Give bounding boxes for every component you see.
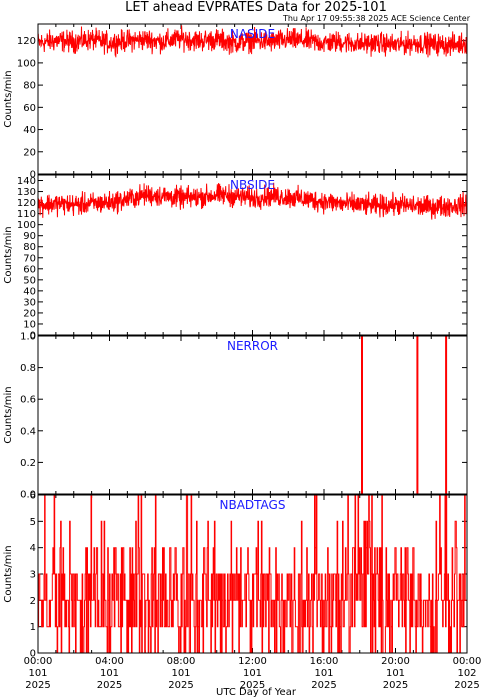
y-tick-label: 5 — [30, 517, 36, 528]
x-tick-label: 102 — [457, 668, 476, 679]
y-tick-label: 2 — [30, 596, 36, 607]
x-tick-label: 2025 — [168, 680, 193, 691]
timestamp-stamp: Thu Apr 17 09:55:38 2025 ACE Science Cen… — [282, 14, 471, 23]
panel-frame — [37, 494, 468, 654]
y-tick-label: 10 — [23, 319, 36, 330]
y-tick-label: 0 — [30, 649, 36, 660]
y-tick-label: 60 — [23, 264, 36, 275]
x-tick-label: 101 — [171, 668, 190, 679]
x-tick-label: 101 — [100, 668, 119, 679]
y-tick-label: 120 — [17, 36, 36, 47]
y-tick-label: 50 — [23, 275, 36, 286]
x-tick-label: 16:00 — [310, 656, 339, 667]
y-tick-label: 30 — [23, 297, 36, 308]
x-tick-label: 2025 — [240, 680, 265, 691]
y-tick-label: 80 — [23, 81, 36, 92]
y-tick-label: 110 — [17, 209, 36, 220]
panel-label: NASIDE — [230, 27, 275, 41]
panels-group: 020406080100120NASIDECounts/min010203040… — [3, 23, 468, 660]
chart-title: LET ahead EVPRATES Data for 2025-101 — [125, 0, 387, 15]
x-axis-group: 00:00101202504:00101202508:00101202512:0… — [24, 656, 482, 691]
x-tick-label: 00:00 — [24, 656, 53, 667]
panel-label: NBADTAGS — [220, 498, 286, 512]
y-tick-label: 6 — [30, 491, 36, 502]
panel-label: NBSIDE — [230, 178, 275, 192]
y-tick-label: 120 — [17, 198, 36, 209]
x-tick-label: 04:00 — [95, 656, 124, 667]
y-tick-label: 40 — [23, 125, 36, 136]
y-tick-label: 20 — [23, 147, 36, 158]
y-tick-label: 1 — [30, 622, 36, 633]
x-tick-label: 00:00 — [453, 656, 482, 667]
series-trace-nbside — [37, 182, 468, 220]
y-tick-label: 20 — [23, 308, 36, 319]
x-tick-label: 20:00 — [381, 656, 410, 667]
y-tick-label: 70 — [23, 253, 36, 264]
x-tick-label: 2025 — [25, 680, 50, 691]
y-tick-label: 100 — [17, 220, 36, 231]
y-tick-label: 80 — [23, 242, 36, 253]
y-axis-label: Counts/min — [3, 545, 14, 602]
y-axis-label: Counts/min — [3, 386, 14, 443]
y-tick-label: 0.8 — [20, 363, 36, 374]
panel-frame — [37, 335, 468, 495]
x-tick-label: 2025 — [383, 680, 408, 691]
y-tick-label: 40 — [23, 286, 36, 297]
y-axis-label: Counts/min — [3, 226, 14, 283]
series-trace-nerror — [38, 335, 467, 495]
x-axis-label: UTC Day of Year — [216, 687, 297, 698]
y-tick-label: 100 — [17, 58, 36, 69]
x-tick-label: 2025 — [311, 680, 336, 691]
x-tick-label: 2025 — [97, 680, 122, 691]
y-tick-label: 0 — [30, 331, 36, 342]
y-tick-label: 0 — [30, 170, 36, 181]
y-tick-label: 0.4 — [20, 426, 36, 437]
y-tick-label: 60 — [23, 103, 36, 114]
panel-nerror: 0.0 0.2 0.4 0.6 0.8 1.0 NERROR Counts/min — [3, 332, 468, 501]
x-tick-label: 101 — [314, 668, 333, 679]
y-tick-label: 90 — [23, 231, 36, 242]
panel-label: NERROR — [227, 339, 278, 353]
x-tick-label: 2025 — [454, 680, 479, 691]
x-tick-label: 101 — [28, 668, 47, 679]
y-tick-label: 0.0 — [20, 490, 36, 501]
x-tick-label: 12:00 — [238, 656, 267, 667]
panel-frame — [37, 174, 468, 336]
x-tick-label: 101 — [386, 668, 405, 679]
panel-nbadtags: 0 1 2 3 4 5 6 NBADTAGS Counts/min — [3, 491, 468, 660]
y-tick-label: 0.6 — [20, 395, 36, 406]
panel-frame — [37, 23, 468, 175]
series-trace-nbadtags — [37, 494, 467, 654]
x-tick-label: 08:00 — [167, 656, 196, 667]
y-tick-label: 4 — [30, 543, 36, 554]
y-axis-label: Counts/min — [3, 70, 14, 127]
panel-naside: 0 20 40 60 80 100 120 NASIDE Counts/min — [3, 23, 468, 181]
y-tick-label: 140 — [17, 176, 36, 187]
y-tick-label: 0.2 — [20, 458, 36, 469]
series-trace-naside — [37, 25, 468, 58]
x-tick-label: 101 — [243, 668, 262, 679]
y-tick-label: 130 — [17, 187, 36, 198]
y-tick-label: 3 — [30, 570, 36, 581]
y-tick-label: 1.0 — [20, 332, 36, 343]
